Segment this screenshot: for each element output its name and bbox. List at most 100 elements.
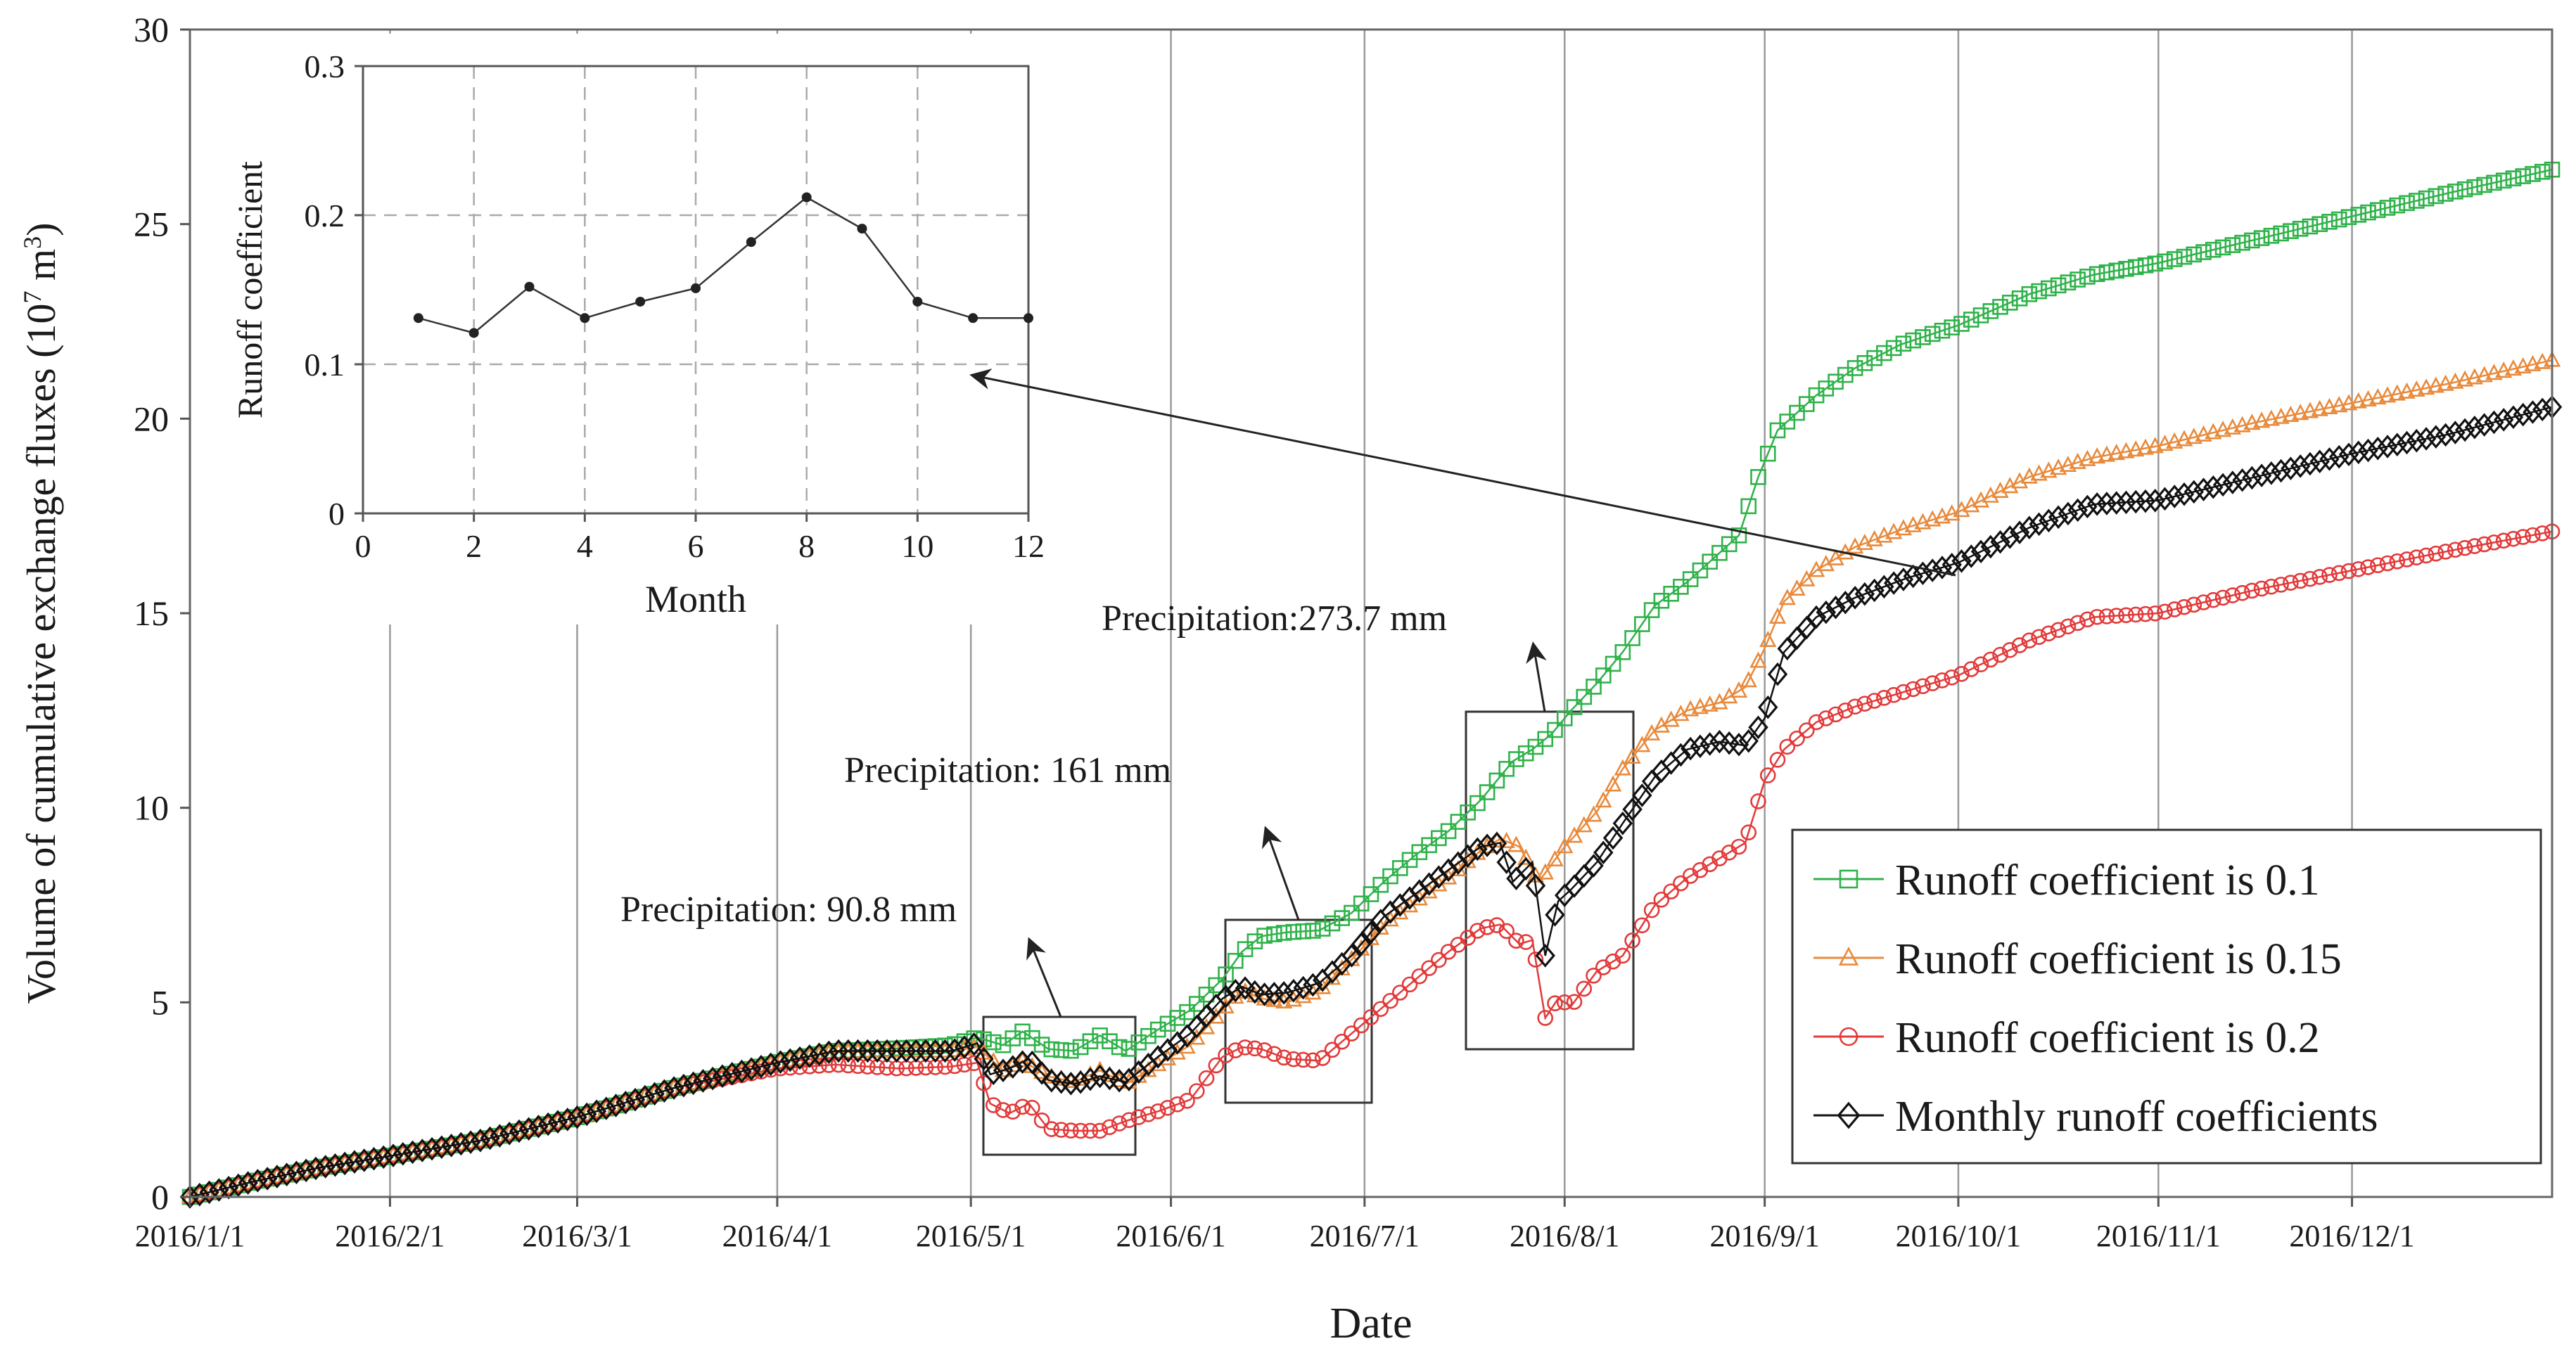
series-point [1341, 944, 1362, 968]
inset-x-tick-label: 8 [798, 528, 815, 564]
series-point [2525, 527, 2541, 544]
series-point [1856, 354, 1873, 371]
series-point [2437, 374, 2454, 391]
legend-box [1791, 828, 2542, 1165]
series-point [2437, 186, 2454, 202]
series-point [402, 1140, 423, 1165]
series-point [2108, 444, 2125, 461]
series-point [2349, 392, 2367, 409]
series-point [1565, 826, 1583, 843]
series-point [1372, 876, 1389, 893]
series-point [627, 1091, 644, 1108]
series-point [569, 1109, 585, 1125]
series-point [1730, 838, 1747, 855]
y-tick-label: 5 [151, 982, 169, 1022]
series-point [2040, 461, 2058, 478]
series-point [2214, 589, 2231, 606]
series-point [2309, 449, 2330, 473]
series-point [395, 1146, 412, 1162]
series-point [1351, 932, 1372, 956]
series-point [2069, 452, 2086, 469]
y-axis-title: Volume of cumulative exchange fluxes (10… [18, 223, 64, 1004]
series-point [557, 1108, 578, 1132]
series-point [2089, 447, 2106, 464]
series-point [492, 1127, 508, 1144]
series-point [2157, 603, 2173, 620]
series-point [1002, 1055, 1023, 1079]
series-point [954, 1035, 975, 1059]
series-point [1188, 996, 1205, 1012]
series-point [741, 1057, 762, 1081]
series-point [974, 1046, 994, 1071]
series-point [2486, 534, 2502, 551]
series-point [1431, 951, 1447, 968]
series-point [518, 1117, 539, 1141]
series-point [1624, 933, 1640, 949]
series-point [1593, 840, 1614, 865]
series-point [2456, 181, 2473, 198]
series-point [625, 1087, 646, 1112]
series-point [1847, 360, 1863, 376]
series-point [995, 1102, 1012, 1118]
series-point [199, 1180, 219, 1205]
series-point [2058, 501, 2079, 526]
legend-swatch-marker [1839, 869, 1858, 889]
series-point [1963, 661, 1979, 677]
series-point [2427, 376, 2445, 393]
series-point [335, 1151, 355, 1176]
inset-x-tick-label: 2 [466, 528, 482, 564]
series-point [191, 1186, 208, 1203]
series-point [1198, 986, 1215, 1003]
series-point [1711, 544, 1728, 561]
series-point [1816, 600, 1837, 624]
series-point [1024, 1099, 1040, 1116]
series-point [2399, 551, 2415, 568]
series-point [1353, 895, 1370, 912]
inset-data-point [635, 296, 646, 307]
series-point [2486, 174, 2502, 191]
series-point [732, 1059, 752, 1084]
series-point [618, 1094, 634, 1111]
precipitation-box [1465, 710, 1635, 1051]
series-point [1923, 558, 1943, 582]
series-point [760, 1052, 781, 1077]
series-point [2466, 538, 2483, 554]
series-point [1767, 662, 1788, 686]
series-point [317, 1158, 333, 1175]
series-point [2049, 459, 2067, 475]
series-point [2166, 601, 2183, 617]
series-point [286, 1160, 307, 1185]
series-point [2350, 560, 2367, 577]
series-point [1730, 527, 1747, 544]
series-point [1082, 1122, 1099, 1139]
series-point [1866, 693, 1882, 709]
series-point [1314, 921, 1331, 937]
x-tick-label: 2016/5/1 [916, 1219, 1026, 1253]
series-point [1924, 510, 1941, 527]
series-point [2174, 482, 2195, 506]
legend-swatch-marker [1837, 1101, 1861, 1129]
series-point [2524, 354, 2542, 371]
series-point [588, 1103, 605, 1120]
series-point [2350, 207, 2367, 223]
series-point [1197, 1018, 1216, 1034]
series-point [501, 1125, 518, 1142]
series-point [1799, 722, 1815, 738]
series-point [1634, 616, 1650, 632]
series-point [1915, 329, 1931, 345]
series-point [1256, 928, 1273, 944]
series-point [1953, 316, 1970, 332]
series-point [1014, 1098, 1031, 1115]
series-point [1643, 602, 1660, 618]
series-point [2147, 255, 2164, 272]
series-point [2378, 386, 2397, 403]
series-point [2273, 577, 2289, 593]
series-point [2262, 409, 2281, 426]
series-point [976, 1075, 992, 1091]
series-point [2377, 435, 2398, 459]
series-point [1934, 322, 1951, 339]
series-point [1031, 1061, 1052, 1085]
series-point [2079, 611, 2096, 628]
series-point [2281, 456, 2301, 480]
